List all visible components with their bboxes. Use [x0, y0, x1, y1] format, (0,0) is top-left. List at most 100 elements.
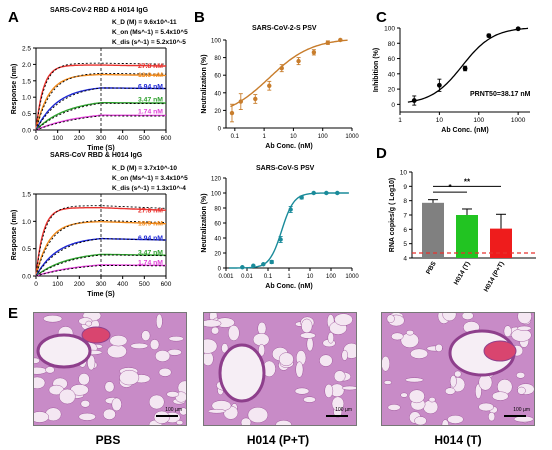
x-tick-label: 300 [96, 135, 107, 142]
y-tick-label: 0.5 [22, 246, 31, 253]
significance-label: ** [464, 177, 471, 186]
y-tick-label: 1.5 [22, 192, 31, 199]
x-tick-label: 0.1 [264, 274, 273, 280]
legend-label: 6.94 nM [138, 235, 163, 242]
y-axis-label: Response (nm) [11, 210, 18, 261]
alveolar-space [294, 387, 310, 395]
alveolar-space [428, 397, 436, 403]
scale-bar-label: 100 µm [165, 407, 182, 413]
y-tick-label: 100 [211, 192, 222, 198]
data-point [335, 190, 340, 196]
y-axis-label: RNA copies/g ( Log10) [389, 178, 396, 252]
alveolar-space [176, 420, 184, 426]
data-point [238, 99, 243, 104]
y-axis-label: Response (nm) [11, 64, 18, 115]
b-bottom-title: SARS-CoV-S PSV [256, 165, 315, 172]
x-tick-label: 1 [287, 274, 291, 280]
x-tick-label: 1000 [511, 117, 526, 124]
alveolar-space [319, 354, 333, 367]
alveolar-space [200, 319, 222, 328]
fit-line [35, 72, 167, 131]
y-tick-label: 1.0 [22, 219, 31, 226]
alveolar-space [405, 377, 424, 383]
data-point [311, 50, 317, 55]
series-line [35, 73, 166, 131]
y-tick-label: 1.0 [22, 95, 31, 102]
alveolar-space [166, 391, 179, 398]
blood-vessel [483, 340, 517, 362]
b-top-title: SARS-CoV-2-S PSV [252, 25, 317, 32]
y-tick-label: 40 [214, 91, 221, 97]
legend-label: 27.8 nM [138, 207, 163, 214]
alveolar-space [300, 332, 316, 339]
y-tick-label: 9 [403, 184, 407, 191]
x-tick-label: H014 (T) [453, 261, 472, 287]
alveolar-space [516, 372, 526, 379]
alveolar-space [45, 366, 55, 374]
panel-label-a: A [8, 9, 19, 26]
y-tick-label: 0.0 [22, 128, 31, 135]
data-point [462, 66, 468, 71]
x-tick-label: 100 [326, 274, 337, 280]
alveolar-space [153, 410, 170, 424]
x-tick-label: 0 [34, 135, 38, 142]
y-tick-label: 0 [391, 102, 395, 109]
significance-label: * [448, 183, 452, 192]
a-top-param-kdis: K_dis (s^-1) = 5.2x10^-5 [112, 38, 186, 46]
alveolar-space [119, 369, 140, 386]
alveolar-space [258, 344, 265, 357]
y-tick-label: 80 [214, 207, 221, 213]
legend-label: 27.8 nM [138, 63, 163, 70]
alveolar-space [303, 396, 316, 403]
y-tick-label: 20 [214, 109, 221, 115]
alveolar-space [85, 320, 92, 327]
x-tick-label: 600 [161, 281, 172, 288]
legend-label: 6.94 nM [138, 83, 163, 90]
x-axis-label: Time (S) [87, 291, 115, 298]
y-tick-label: 2.5 [22, 46, 31, 53]
fit-line [35, 254, 166, 277]
alveolar-space [156, 313, 163, 329]
alveolar-space [155, 350, 171, 362]
e-caption-pbs: PBS [96, 433, 121, 447]
x-tick-label: 100 [318, 134, 329, 140]
y-tick-label: 8 [403, 198, 407, 205]
x-tick-label: PBS [425, 260, 438, 276]
y-tick-label: 0 [218, 267, 222, 273]
y-tick-label: 60 [214, 74, 221, 80]
x-tick-label: H014 (P+T) [483, 261, 506, 294]
y-axis-label: Inhibition (%) [373, 48, 380, 92]
alveolar-space [488, 411, 496, 422]
alveolar-space [78, 373, 90, 386]
alveolar-space [414, 416, 427, 426]
alveolar-space [333, 370, 346, 383]
x-axis-label: Time (S) [87, 145, 115, 152]
fit-curve [230, 39, 348, 108]
data-point [279, 65, 284, 71]
x-tick-label: 1 [262, 134, 266, 140]
alveolar-space [449, 375, 457, 388]
bar [422, 202, 444, 258]
legend-label: 3.47 nM [138, 249, 163, 256]
data-point [267, 83, 272, 88]
alveolar-space [341, 385, 358, 391]
y-tick-label: 40 [388, 71, 396, 78]
alveolar-space [334, 313, 353, 326]
bar [456, 215, 478, 258]
data-point [253, 96, 258, 102]
alveolar-space [517, 325, 532, 331]
series-line [35, 64, 166, 131]
data-point [229, 110, 235, 116]
fit-curve [229, 192, 349, 269]
data-point [436, 82, 442, 88]
x-tick-label: 600 [161, 135, 172, 142]
alveolar-space [168, 336, 184, 342]
legend-label: 3.47 nM [138, 96, 163, 103]
data-point [324, 190, 329, 196]
x-tick-label: 300 [96, 281, 107, 288]
x-tick-label: 500 [139, 281, 150, 288]
data-point [311, 190, 316, 196]
histology-texture [197, 309, 360, 430]
e-caption-t: H014 (T) [434, 433, 481, 447]
alveolar-space [257, 321, 267, 335]
